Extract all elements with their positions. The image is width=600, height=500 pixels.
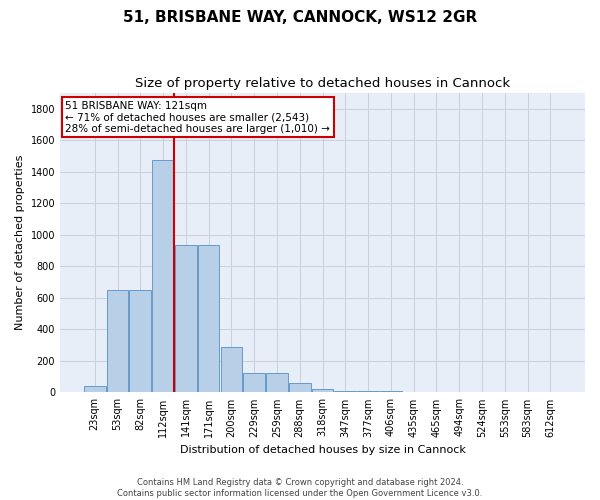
Text: Contains HM Land Registry data © Crown copyright and database right 2024.
Contai: Contains HM Land Registry data © Crown c…: [118, 478, 482, 498]
Bar: [198, 245, 220, 392]
Bar: [289, 383, 311, 392]
X-axis label: Distribution of detached houses by size in Cannock: Distribution of detached houses by size …: [179, 445, 466, 455]
Bar: [221, 346, 242, 393]
Title: Size of property relative to detached houses in Cannock: Size of property relative to detached ho…: [135, 78, 510, 90]
Bar: [334, 391, 356, 392]
Bar: [312, 389, 334, 392]
Bar: [175, 245, 197, 392]
Bar: [357, 391, 379, 392]
Bar: [84, 386, 106, 392]
Text: 51 BRISBANE WAY: 121sqm
← 71% of detached houses are smaller (2,543)
28% of semi: 51 BRISBANE WAY: 121sqm ← 71% of detache…: [65, 100, 330, 134]
Bar: [244, 372, 265, 392]
Text: 51, BRISBANE WAY, CANNOCK, WS12 2GR: 51, BRISBANE WAY, CANNOCK, WS12 2GR: [123, 10, 477, 25]
Y-axis label: Number of detached properties: Number of detached properties: [15, 155, 25, 330]
Bar: [152, 160, 174, 392]
Bar: [130, 290, 151, 392]
Bar: [266, 372, 288, 392]
Bar: [107, 290, 128, 392]
Bar: [380, 391, 401, 392]
